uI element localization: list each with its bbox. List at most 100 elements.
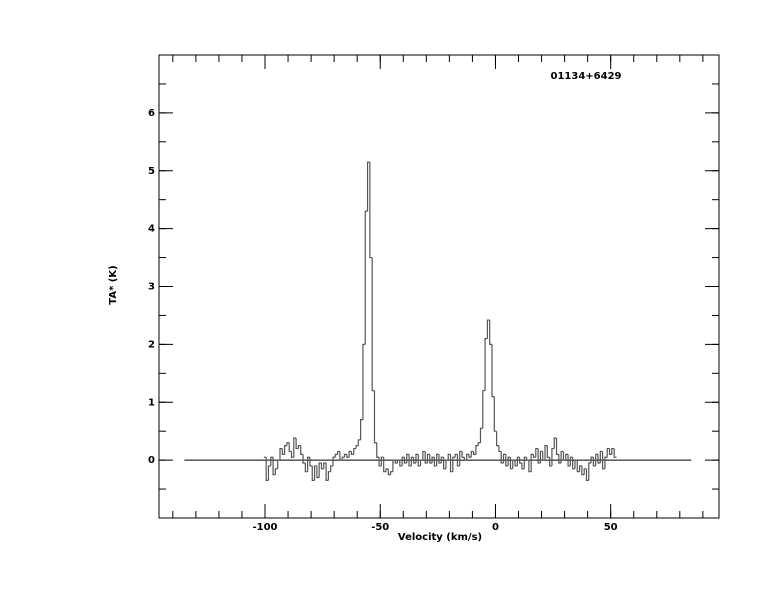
spectrum-channel — [300, 445, 304, 455]
spectrum-channel — [588, 462, 592, 481]
spectrum-channel — [346, 454, 350, 458]
spectrum-channel — [413, 457, 416, 464]
spectrum-channel — [325, 463, 329, 481]
spectrum-channel — [528, 460, 532, 473]
spectrum-channel — [599, 450, 603, 464]
spectrum-channel — [383, 457, 386, 473]
spectrum-channel — [286, 442, 290, 446]
x-axis-label: Velocity (km/s) — [398, 532, 482, 543]
spectrum-channel — [415, 453, 419, 464]
spectrum-channel — [459, 450, 463, 466]
spectrum-channel — [553, 437, 557, 449]
spectrum-channel — [491, 344, 495, 398]
spectrum-channel — [403, 457, 407, 464]
spectrum-channel — [426, 453, 430, 464]
spectrum-channel — [334, 453, 338, 458]
spectrum-channel — [429, 454, 433, 464]
y-tick-label: 5 — [148, 166, 155, 177]
spectrum-channel — [385, 468, 389, 472]
spectrum-channel — [436, 453, 439, 466]
spectrum-channel — [443, 457, 446, 470]
spectrum-channel — [279, 447, 283, 461]
spectrum-channel — [597, 454, 601, 464]
spectrum-channel — [613, 448, 617, 458]
chart-title: 01134+6429 — [550, 71, 621, 82]
spectrum-channel — [560, 450, 564, 464]
spectrum-channel — [341, 456, 345, 461]
spectrum-channel — [293, 437, 297, 458]
spectrum-channel — [270, 456, 274, 466]
y-tick-label: 0 — [148, 455, 155, 466]
y-tick-label: 2 — [148, 339, 155, 350]
spectrum-channel — [440, 456, 444, 464]
spectrum-channel — [362, 343, 366, 420]
spectrum-channel — [466, 453, 469, 461]
spectrum-channel — [567, 454, 571, 467]
y-tick-label: 1 — [148, 397, 155, 408]
spectrum-channel — [357, 439, 361, 446]
spectrum-channel — [472, 451, 476, 455]
spectrum-channel — [373, 390, 377, 444]
spectrum-channel — [295, 438, 299, 450]
spectrum-channel — [530, 453, 534, 472]
spectrum-channel — [399, 460, 403, 467]
spectrum-channel — [408, 454, 412, 467]
spectrum-channel — [496, 431, 499, 447]
spectrum-channel — [452, 456, 456, 472]
spectrum-channel — [535, 447, 539, 458]
spectrum-channel — [542, 451, 546, 461]
spectrum-channel — [505, 454, 509, 467]
spectrum-channel — [546, 445, 550, 458]
spectrum-channel — [364, 210, 368, 345]
spectrum-channel — [281, 448, 285, 455]
spectrum-channel — [489, 320, 493, 345]
spectrum-channel — [544, 445, 548, 461]
spectrum-channel — [337, 450, 340, 455]
spectrum-channel — [447, 453, 451, 461]
spectrum-channel — [366, 161, 370, 212]
spectrum-channel — [519, 457, 522, 464]
spectrum-channel — [396, 459, 400, 464]
spectrum-channel — [574, 459, 578, 469]
spectrum-channel — [410, 456, 414, 466]
spectrum-channel — [288, 442, 292, 453]
spectrum-channel — [565, 453, 569, 461]
y-tick-label: 4 — [148, 224, 155, 235]
spectrum-channel — [595, 453, 599, 466]
spectrum-channel — [470, 450, 474, 458]
spectrum-channel — [360, 419, 363, 440]
y-tick-label: 6 — [148, 108, 155, 119]
spectrum-channel — [297, 445, 301, 449]
spectrum-channel — [438, 454, 442, 464]
spectrum-channel — [323, 462, 327, 469]
spectrum-channel — [475, 445, 479, 455]
spectrum-channel — [500, 451, 504, 464]
spectrum-channel — [562, 451, 566, 461]
spectrum-channel — [419, 459, 423, 466]
spectrum-channel — [330, 465, 333, 472]
plot-frame — [158, 54, 720, 519]
spectrum-channel — [521, 463, 525, 470]
spectrum-channel — [507, 456, 511, 466]
spectrum-channel — [350, 451, 354, 455]
spectrum-channel — [371, 257, 375, 392]
x-tick-label: -100 — [252, 522, 277, 533]
spectrum-channel — [406, 453, 410, 464]
y-tick-label: 3 — [148, 282, 155, 293]
spectrum-channel — [604, 456, 608, 469]
spectrum-channel — [493, 396, 497, 432]
spectrum-channel — [353, 447, 357, 455]
x-tick-label: -50 — [371, 522, 389, 533]
spectrum-channel — [456, 454, 460, 467]
spectrum-channel — [378, 457, 382, 467]
spectrum-channel — [581, 465, 585, 476]
spectrum-channel — [332, 456, 336, 466]
spectrum-channel — [606, 447, 610, 458]
spectrum-channel — [463, 457, 467, 461]
spectrum-channel — [509, 457, 513, 470]
spectrum-channel — [585, 468, 589, 481]
spectrum-channel — [532, 454, 536, 458]
spectrum-channel — [514, 460, 518, 467]
